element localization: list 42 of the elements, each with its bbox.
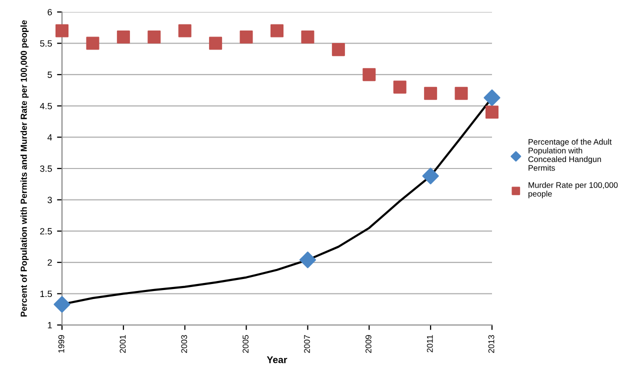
legend-label: Percentage of the Adult Population with Concealed Handgun Permits (528, 138, 612, 171)
point (485, 106, 499, 119)
legend-label: Murder Rate per 100,000 people (528, 182, 618, 198)
y-tick-label: 4 (47, 134, 52, 140)
point (454, 86, 468, 100)
y-tick-label: 5 (48, 72, 52, 78)
x-tick-label: 2013 (488, 335, 494, 353)
x-tick-label: 2011 (426, 335, 433, 352)
y-tick-label: 3.5 (40, 165, 52, 172)
y-tick-label: 2 (48, 259, 52, 266)
y-tick-label: 3 (48, 196, 52, 204)
point (86, 36, 100, 50)
x-tick-label: 2007 (304, 335, 310, 353)
point (54, 296, 70, 313)
point (148, 30, 161, 44)
y-axis-title: Percent of Population with Permits and Murder Rate per 100,000 people (20, 20, 29, 316)
x-tick-label: 2003 (181, 335, 188, 353)
x-axis-title: Year (266, 356, 288, 364)
y-tick-label: 1 (48, 322, 52, 328)
point (422, 168, 439, 184)
x-tick-label: 2005 (242, 335, 249, 353)
y-tick-label: 5.5 (40, 40, 52, 47)
point (178, 24, 192, 38)
y-tick-label: 6 (48, 8, 52, 16)
x-tick-label: 1999 (58, 335, 64, 353)
point (332, 43, 345, 56)
point (240, 30, 253, 44)
point (424, 86, 438, 100)
x-tick-label: 2001 (120, 335, 126, 353)
point (484, 89, 500, 106)
point (270, 24, 284, 38)
point (55, 24, 69, 38)
y-tick-label: 1.5 (40, 290, 52, 298)
point (209, 36, 222, 50)
point (393, 80, 406, 94)
point (362, 68, 376, 82)
point (301, 30, 314, 44)
y-tick-label: 2.5 (40, 228, 52, 234)
x-tick-label: 2009 (365, 335, 372, 353)
point (299, 252, 316, 268)
point (116, 30, 130, 44)
y-tick-label: 4.5 (40, 102, 52, 110)
